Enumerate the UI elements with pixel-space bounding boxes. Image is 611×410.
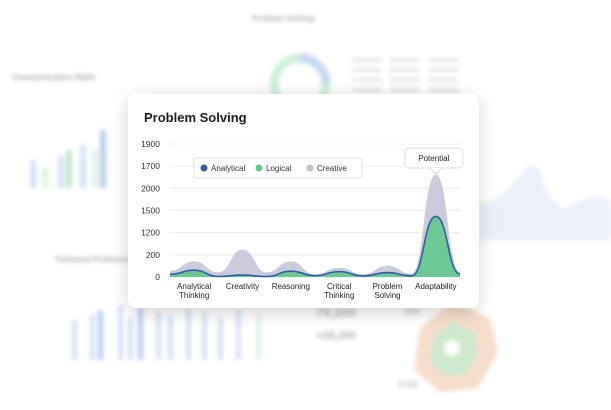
bg-value-secondary: +28,200 xyxy=(316,330,357,342)
bg-communication-bars xyxy=(30,130,106,188)
x-tick-label: Creativity xyxy=(226,282,259,291)
y-tick-label: 1200 xyxy=(141,228,160,238)
y-tick-label: 200 xyxy=(146,250,160,260)
problem-solving-chart: 0 200 1200 1500 2000 1700 1900 Analytical Thinki… xyxy=(141,139,464,300)
bg-technical-title: Technical Proficiency xyxy=(55,255,137,264)
annotation-label: Potential xyxy=(418,154,449,163)
bg-area-chart xyxy=(480,164,611,240)
legend-label: Creative xyxy=(317,164,347,173)
bg-technical-bars xyxy=(72,305,261,360)
x-tick-label: Adaptability xyxy=(415,282,456,291)
series-analytical-line xyxy=(169,215,461,278)
bg-problem-solving-title: Problem Solving xyxy=(252,14,316,23)
y-tick-label: 0 xyxy=(155,272,160,282)
bg-communication-title: Communication Skills xyxy=(12,73,96,82)
y-tick-label: 1700 xyxy=(141,161,160,171)
legend xyxy=(193,157,363,179)
legend-swatch xyxy=(306,164,314,172)
bg-value-primary: 79,200 xyxy=(316,305,356,320)
series-creative-area xyxy=(170,174,460,277)
bg-legend-blocks xyxy=(352,58,458,92)
x-tick-label: Reasoning xyxy=(272,282,310,291)
bg-value-small: 3,590 xyxy=(398,380,419,389)
x-tick-label: Problem Solving xyxy=(373,282,403,300)
annotation-pointer xyxy=(429,167,443,175)
legend-swatch xyxy=(255,164,263,172)
y-tick-label: 2000 xyxy=(141,183,160,193)
y-tick-label: 1500 xyxy=(141,206,160,216)
x-tick-label: Critical Thinking xyxy=(324,282,354,300)
card-title: Problem Solving xyxy=(144,110,247,125)
x-tick-label: Analytical Thinking xyxy=(177,282,211,300)
y-tick-label: 1900 xyxy=(141,139,160,149)
legend-swatch xyxy=(200,164,208,172)
bg-percent-label: 18% xyxy=(404,307,421,316)
legend-label: Analytical xyxy=(211,164,245,173)
legend-label: Logical xyxy=(266,164,292,173)
problem-solving-card: Problem Solving 0 200 1200 1500 2000 1700 1900… xyxy=(128,94,479,308)
